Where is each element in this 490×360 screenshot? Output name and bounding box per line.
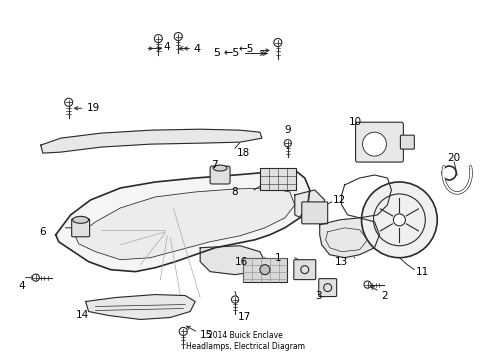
Text: 1: 1 xyxy=(275,253,282,263)
Ellipse shape xyxy=(73,216,89,223)
FancyBboxPatch shape xyxy=(356,122,403,162)
Text: 3: 3 xyxy=(315,291,322,301)
Circle shape xyxy=(274,39,282,46)
Circle shape xyxy=(284,140,292,147)
Circle shape xyxy=(442,166,456,180)
Circle shape xyxy=(363,132,387,156)
Text: 9: 9 xyxy=(285,125,291,135)
Text: 16: 16 xyxy=(235,257,248,267)
FancyBboxPatch shape xyxy=(294,260,316,280)
Text: 4: 4 xyxy=(193,44,200,54)
FancyBboxPatch shape xyxy=(210,166,230,184)
Text: 7: 7 xyxy=(212,160,218,170)
Text: 2: 2 xyxy=(382,291,388,301)
Circle shape xyxy=(362,182,437,258)
Polygon shape xyxy=(342,175,392,218)
Text: 5: 5 xyxy=(213,49,220,58)
Circle shape xyxy=(32,274,39,281)
Text: 15: 15 xyxy=(200,330,214,341)
FancyBboxPatch shape xyxy=(72,219,90,237)
Text: 2014 Buick Enclave
Headlamps, Electrical Diagram: 2014 Buick Enclave Headlamps, Electrical… xyxy=(186,330,304,351)
Text: 18: 18 xyxy=(237,148,250,158)
Circle shape xyxy=(154,35,162,42)
Text: ←5: ←5 xyxy=(238,44,253,54)
Polygon shape xyxy=(86,294,195,319)
Text: 14: 14 xyxy=(75,310,89,320)
Circle shape xyxy=(174,32,182,41)
Text: 19: 19 xyxy=(87,103,100,113)
Circle shape xyxy=(393,214,405,226)
Text: 10: 10 xyxy=(348,117,362,127)
Text: 4: 4 xyxy=(163,41,170,51)
FancyBboxPatch shape xyxy=(400,135,415,149)
Text: 11: 11 xyxy=(416,267,429,276)
Polygon shape xyxy=(75,188,295,260)
Text: 20: 20 xyxy=(447,153,460,163)
Polygon shape xyxy=(200,246,265,275)
Text: ←5: ←5 xyxy=(223,49,240,58)
Ellipse shape xyxy=(213,165,227,171)
Polygon shape xyxy=(56,170,310,272)
Text: 8: 8 xyxy=(231,187,238,197)
FancyBboxPatch shape xyxy=(302,202,328,224)
Text: 17: 17 xyxy=(238,312,251,323)
Circle shape xyxy=(231,296,239,303)
FancyBboxPatch shape xyxy=(318,279,337,297)
Text: 4: 4 xyxy=(19,280,25,291)
Circle shape xyxy=(179,327,187,336)
Text: 6: 6 xyxy=(39,227,46,237)
Polygon shape xyxy=(41,129,262,153)
Bar xyxy=(243,258,287,282)
Text: 12: 12 xyxy=(333,195,346,205)
Circle shape xyxy=(364,281,371,288)
Polygon shape xyxy=(319,218,379,258)
Polygon shape xyxy=(295,190,325,220)
Circle shape xyxy=(65,98,73,106)
Text: 13: 13 xyxy=(334,257,347,267)
Bar xyxy=(260,168,296,190)
Circle shape xyxy=(260,265,270,275)
